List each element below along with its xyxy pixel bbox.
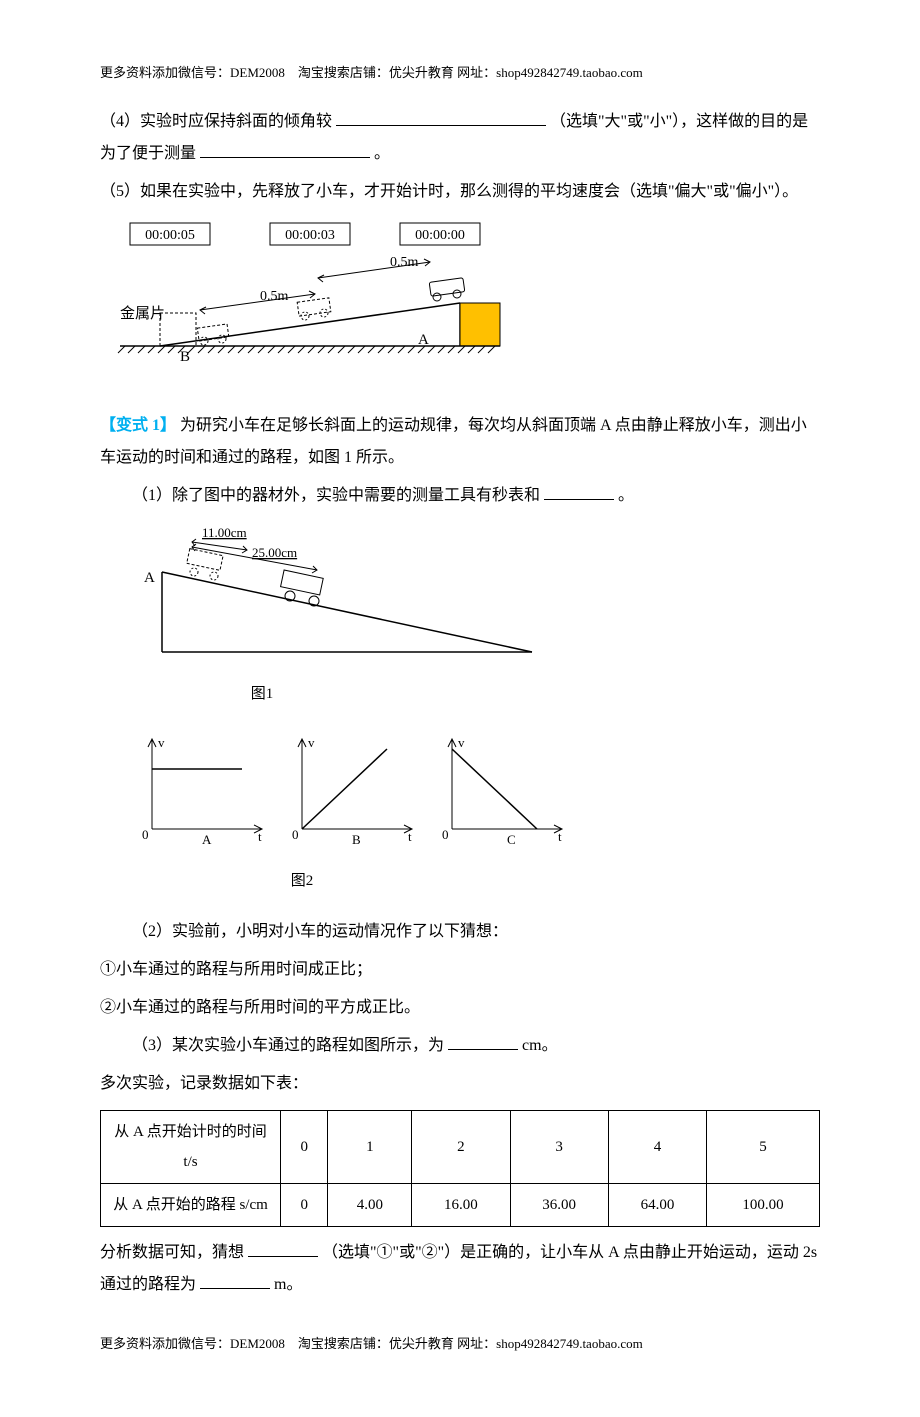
svg-text:v: v [158, 735, 165, 750]
point-a-fig2: A [144, 570, 155, 586]
dist-lower-label: 0.5m [260, 289, 289, 304]
svg-text:t: t [408, 829, 412, 844]
svg-text:v: v [458, 735, 465, 750]
guess-1: ①小车通过的路程与所用时间成正比； [100, 954, 820, 986]
page-header: 更多资料添加微信号：DEM2008 淘宝搜索店铺：优尖升教育 网址：shop49… [100, 60, 820, 86]
s-cell: 100.00 [707, 1184, 820, 1227]
s-cell: 4.00 [328, 1184, 412, 1227]
sub-question-2: （2）实验前，小明对小车的运动情况作了以下猜想： [100, 916, 820, 948]
svg-text:v: v [308, 735, 315, 750]
meas-25: 25.00cm [252, 545, 297, 560]
blank-distance[interactable] [448, 1031, 518, 1050]
figure-incline-timers: 00:00:05 00:00:03 00:00:00 0.5m 0.5m [100, 218, 820, 390]
question-5: （5）如果在实验中，先释放了小车，才开始计时，那么测得的平均速度会（选填"偏大"… [100, 176, 820, 208]
svg-text:0: 0 [142, 827, 149, 842]
row1-label: 从 A 点开始计时的时间 t/s [101, 1111, 281, 1184]
timer-1-label: 00:00:05 [145, 228, 195, 243]
timer-2-label: 00:00:03 [285, 228, 335, 243]
s-cell: 36.00 [510, 1184, 608, 1227]
page-footer: 更多资料添加微信号：DEM2008 淘宝搜索店铺：优尖升教育 网址：shop49… [100, 1331, 820, 1357]
variant-text: 为研究小车在足够长斜面上的运动规律，每次均从斜面顶端 A 点由静止释放小车，测出… [100, 417, 807, 466]
analysis: 分析数据可知，猜想 （选填"①"或"②"）是正确的，让小车从 A 点由静止开始运… [100, 1237, 820, 1301]
t-cell: 1 [328, 1111, 412, 1184]
fig2-caption: 图2 [132, 866, 472, 896]
blank-tool[interactable] [544, 481, 614, 500]
variant-1: 【变式 1】 为研究小车在足够长斜面上的运动规律，每次均从斜面顶端 A 点由静止… [100, 410, 820, 474]
variant-label: 【变式 1】 [100, 417, 176, 434]
q4-text-prefix: （4）实验时应保持斜面的倾角较 [100, 113, 336, 130]
t-cell: 3 [510, 1111, 608, 1184]
meas-11: 11.00cm [202, 525, 247, 540]
svg-text:0: 0 [442, 827, 449, 842]
table-row-distance: 从 A 点开始的路程 s/cm 0 4.00 16.00 36.00 64.00… [101, 1184, 820, 1227]
point-b-label: B [180, 349, 190, 365]
analysis-suffix: m。 [274, 1276, 302, 1293]
data-table: 从 A 点开始计时的时间 t/s 0 1 2 3 4 5 从 A 点开始的路程 … [100, 1110, 820, 1227]
svg-text:B: B [352, 832, 361, 847]
table-row-time: 从 A 点开始计时的时间 t/s 0 1 2 3 4 5 [101, 1111, 820, 1184]
svg-text:A: A [202, 832, 212, 847]
blank-angle[interactable] [336, 107, 546, 126]
t-cell: 5 [707, 1111, 820, 1184]
svg-text:t: t [258, 829, 262, 844]
blank-2s-distance[interactable] [200, 1270, 270, 1289]
figure-incline-ruler: 11.00cm 25.00cm A 图1 [100, 522, 820, 709]
blank-guess[interactable] [248, 1238, 318, 1257]
fig1-caption: 图1 [132, 679, 392, 709]
sub1-prefix: （1）除了图中的器材外，实验中需要的测量工具有秒表和 [132, 487, 540, 504]
sub3-prefix: （3）某次实验小车通过的路程如图所示，为 [132, 1037, 444, 1054]
t-cell: 4 [608, 1111, 706, 1184]
sub-question-3: （3）某次实验小车通过的路程如图所示，为 cm。 [100, 1030, 820, 1062]
t-cell: 2 [412, 1111, 510, 1184]
question-4: （4）实验时应保持斜面的倾角较 （选填"大"或"小"），这样做的目的是为了便于测… [100, 106, 820, 170]
figure-vt-graphs: v 0 A t v 0 B t v 0 C t [100, 729, 820, 896]
metal-plate-label: 金属片 [120, 305, 165, 322]
timer-3-label: 00:00:00 [415, 228, 465, 243]
sub3-suffix: cm。 [522, 1037, 558, 1054]
blank-purpose[interactable] [200, 139, 370, 158]
s-cell: 16.00 [412, 1184, 510, 1227]
t-cell: 0 [281, 1111, 328, 1184]
sub1-end: 。 [618, 487, 634, 504]
guess-2: ②小车通过的路程与所用时间的平方成正比。 [100, 992, 820, 1024]
dist-upper-label: 0.5m [390, 255, 419, 270]
svg-text:0: 0 [292, 827, 299, 842]
s-cell: 0 [281, 1184, 328, 1227]
sub-question-1: （1）除了图中的器材外，实验中需要的测量工具有秒表和 。 [100, 480, 820, 512]
svg-text:C: C [507, 832, 516, 847]
s-cell: 64.00 [608, 1184, 706, 1227]
analysis-prefix: 分析数据可知，猜想 [100, 1244, 244, 1261]
table-intro: 多次实验，记录数据如下表： [100, 1068, 820, 1100]
q4-end: 。 [374, 145, 390, 162]
svg-text:t: t [558, 829, 562, 844]
row2-label: 从 A 点开始的路程 s/cm [101, 1184, 281, 1227]
